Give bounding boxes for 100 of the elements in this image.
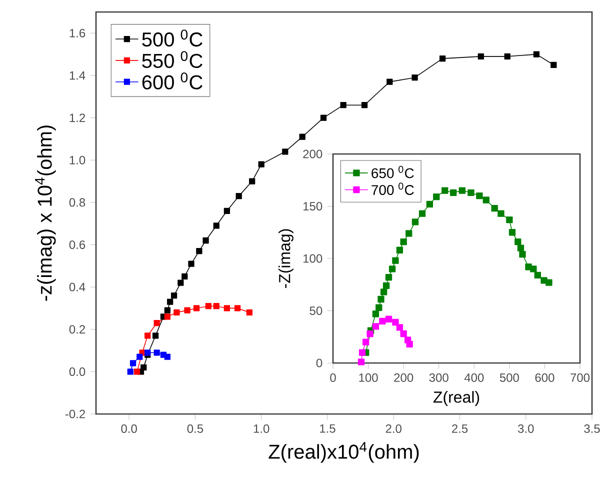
point <box>396 246 404 254</box>
legend-label: 550 $^{0}$C <box>142 51 202 68</box>
x-tick-label: 500 <box>500 373 519 382</box>
point <box>530 266 537 272</box>
point <box>130 360 136 366</box>
point <box>379 318 386 325</box>
point <box>396 324 404 331</box>
point <box>433 194 440 200</box>
point <box>491 205 498 212</box>
point <box>388 266 396 272</box>
point <box>546 279 552 286</box>
x-tick-label: 1.5 <box>320 424 336 433</box>
point <box>442 187 448 194</box>
point <box>167 298 174 305</box>
point <box>182 273 188 280</box>
point <box>476 192 483 200</box>
y-tick-label: 1.4 <box>70 71 86 80</box>
point <box>514 238 522 246</box>
point <box>136 354 143 360</box>
x-tick-label: 2.0 <box>386 424 402 433</box>
y-tick-label: 0.4 <box>69 282 86 292</box>
point <box>361 102 368 108</box>
point <box>385 316 392 322</box>
point <box>224 305 230 312</box>
point <box>152 332 159 339</box>
x-tick-label: 0 <box>330 373 336 382</box>
point <box>400 238 407 246</box>
point <box>154 350 160 356</box>
y-tick-label: -0.2 <box>65 410 85 418</box>
point <box>468 189 474 196</box>
y-tick-label: 1.0 <box>70 156 86 164</box>
point <box>362 338 370 346</box>
point <box>178 280 184 286</box>
point <box>213 303 220 310</box>
point <box>188 260 194 267</box>
point <box>533 51 540 58</box>
point <box>506 216 513 224</box>
point <box>378 296 384 303</box>
x-tick-label: 3.5 <box>584 424 600 433</box>
y-tick-label: 0.0 <box>69 367 86 376</box>
point <box>517 244 524 252</box>
point <box>358 349 366 356</box>
y-tick-label: 0.8 <box>69 198 86 207</box>
point <box>366 330 374 338</box>
point <box>372 323 380 330</box>
y-tick-label: 50 <box>310 306 322 316</box>
point <box>412 74 418 81</box>
legend-label: 700 $^{0}$C <box>372 182 414 195</box>
point <box>439 55 446 62</box>
x-tick-label: 100 <box>359 373 378 382</box>
legend-label: 500 $^{0}$C <box>142 30 202 47</box>
x-tick-label: 1.0 <box>254 424 270 433</box>
point <box>386 78 393 85</box>
y-tick-label: 1.6 <box>70 28 86 38</box>
point <box>258 161 264 168</box>
point <box>164 307 170 314</box>
x-tick-label: 2.5 <box>452 424 468 433</box>
x-tick-label: 600 <box>535 373 554 382</box>
point <box>140 364 147 371</box>
legend-label: 650 $^{0}$C <box>372 166 414 178</box>
point <box>412 218 419 226</box>
point <box>224 208 230 214</box>
y-axis-title: -z(imag) x 10$^{4}$(ohm) <box>35 126 56 301</box>
y-axis-title: -Z(imag) <box>278 229 294 288</box>
legend-label: 600 $^{0}$C <box>142 72 202 90</box>
point <box>174 309 180 316</box>
point <box>392 318 399 326</box>
point <box>482 196 490 204</box>
point <box>498 210 504 217</box>
point <box>282 148 288 155</box>
point <box>164 314 170 320</box>
point <box>382 282 390 290</box>
point <box>170 292 178 299</box>
point <box>134 368 140 375</box>
point <box>249 178 256 184</box>
point <box>392 257 399 264</box>
point <box>246 309 252 316</box>
point <box>205 303 212 310</box>
point <box>550 62 557 68</box>
y-tick-label: 0.6 <box>69 240 86 249</box>
point <box>234 305 241 312</box>
point <box>193 305 200 312</box>
point <box>299 134 306 140</box>
y-tick-label: 0.2 <box>69 325 85 334</box>
point <box>406 230 412 237</box>
point <box>372 310 380 318</box>
point <box>154 320 160 326</box>
point <box>164 354 170 360</box>
y-tick-label: 0 <box>316 358 322 368</box>
y-tick-label: 100 <box>304 254 322 263</box>
point <box>340 102 346 108</box>
point <box>184 307 190 314</box>
point <box>458 187 466 194</box>
x-tick-label: 0.5 <box>187 424 204 433</box>
y-tick-label: 1.2 <box>70 114 85 122</box>
x-tick-label: 200 <box>394 373 414 382</box>
point <box>380 288 388 296</box>
x-tick-label: 700 <box>570 373 590 382</box>
x-tick-label: 300 <box>429 373 448 382</box>
point <box>508 229 516 236</box>
